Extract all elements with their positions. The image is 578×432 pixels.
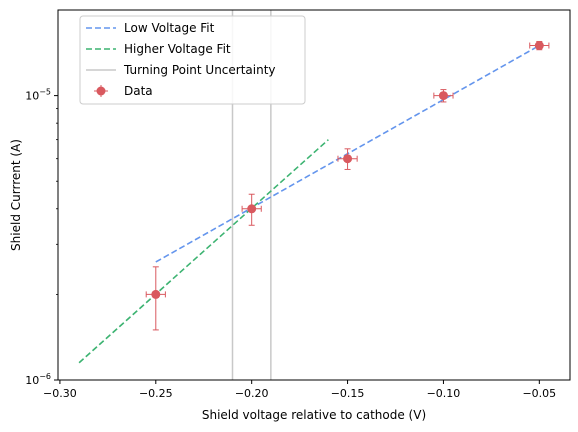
legend-label: Data	[124, 84, 153, 98]
x-tick-label: −0.25	[139, 387, 173, 400]
legend-swatch	[96, 86, 106, 96]
y-axis-label: Shield Currrent (A)	[9, 139, 23, 251]
x-tick-label: −0.10	[427, 387, 461, 400]
data-marker	[438, 91, 448, 101]
data-point	[433, 89, 454, 103]
data-point	[529, 40, 550, 51]
data-point	[145, 266, 166, 331]
data-point	[337, 148, 358, 170]
data-point	[241, 193, 262, 226]
legend-entry: Low Voltage Fit	[86, 21, 215, 35]
x-tick-label: −0.20	[235, 387, 269, 400]
y-tick-exponent: −6	[39, 372, 51, 381]
legend-box	[79, 15, 306, 105]
legend-label: Higher Voltage Fit	[124, 42, 231, 56]
legend-label: Turning Point Uncertainty	[123, 63, 276, 77]
y-tick-base: 10	[25, 90, 39, 103]
legend-entry: Data	[94, 84, 153, 98]
legend-entry: Higher Voltage Fit	[86, 42, 231, 56]
x-tick-label: −0.15	[331, 387, 365, 400]
y-tick-base: 10	[25, 374, 39, 387]
data-marker	[534, 41, 544, 51]
legend-label: Low Voltage Fit	[124, 21, 215, 35]
y-tick-label: 10−6	[25, 372, 51, 387]
higher-voltage-fit-line	[78, 139, 329, 364]
data-marker	[247, 204, 257, 214]
legend-entry: Turning Point Uncertainty	[86, 63, 276, 77]
legend: Low Voltage Fit Higher Voltage Fit Turning…	[79, 15, 306, 105]
x-tick-label: −0.30	[43, 387, 77, 400]
data-marker	[151, 289, 161, 299]
x-tick-label: −0.05	[522, 387, 556, 400]
plot-frame	[57, 9, 571, 381]
data-marker	[343, 154, 353, 164]
y-tick-exponent: −5	[39, 88, 51, 97]
x-axis-label: Shield voltage relative to cathode (V)	[202, 408, 426, 422]
y-tick-label: 10−5	[25, 88, 51, 103]
